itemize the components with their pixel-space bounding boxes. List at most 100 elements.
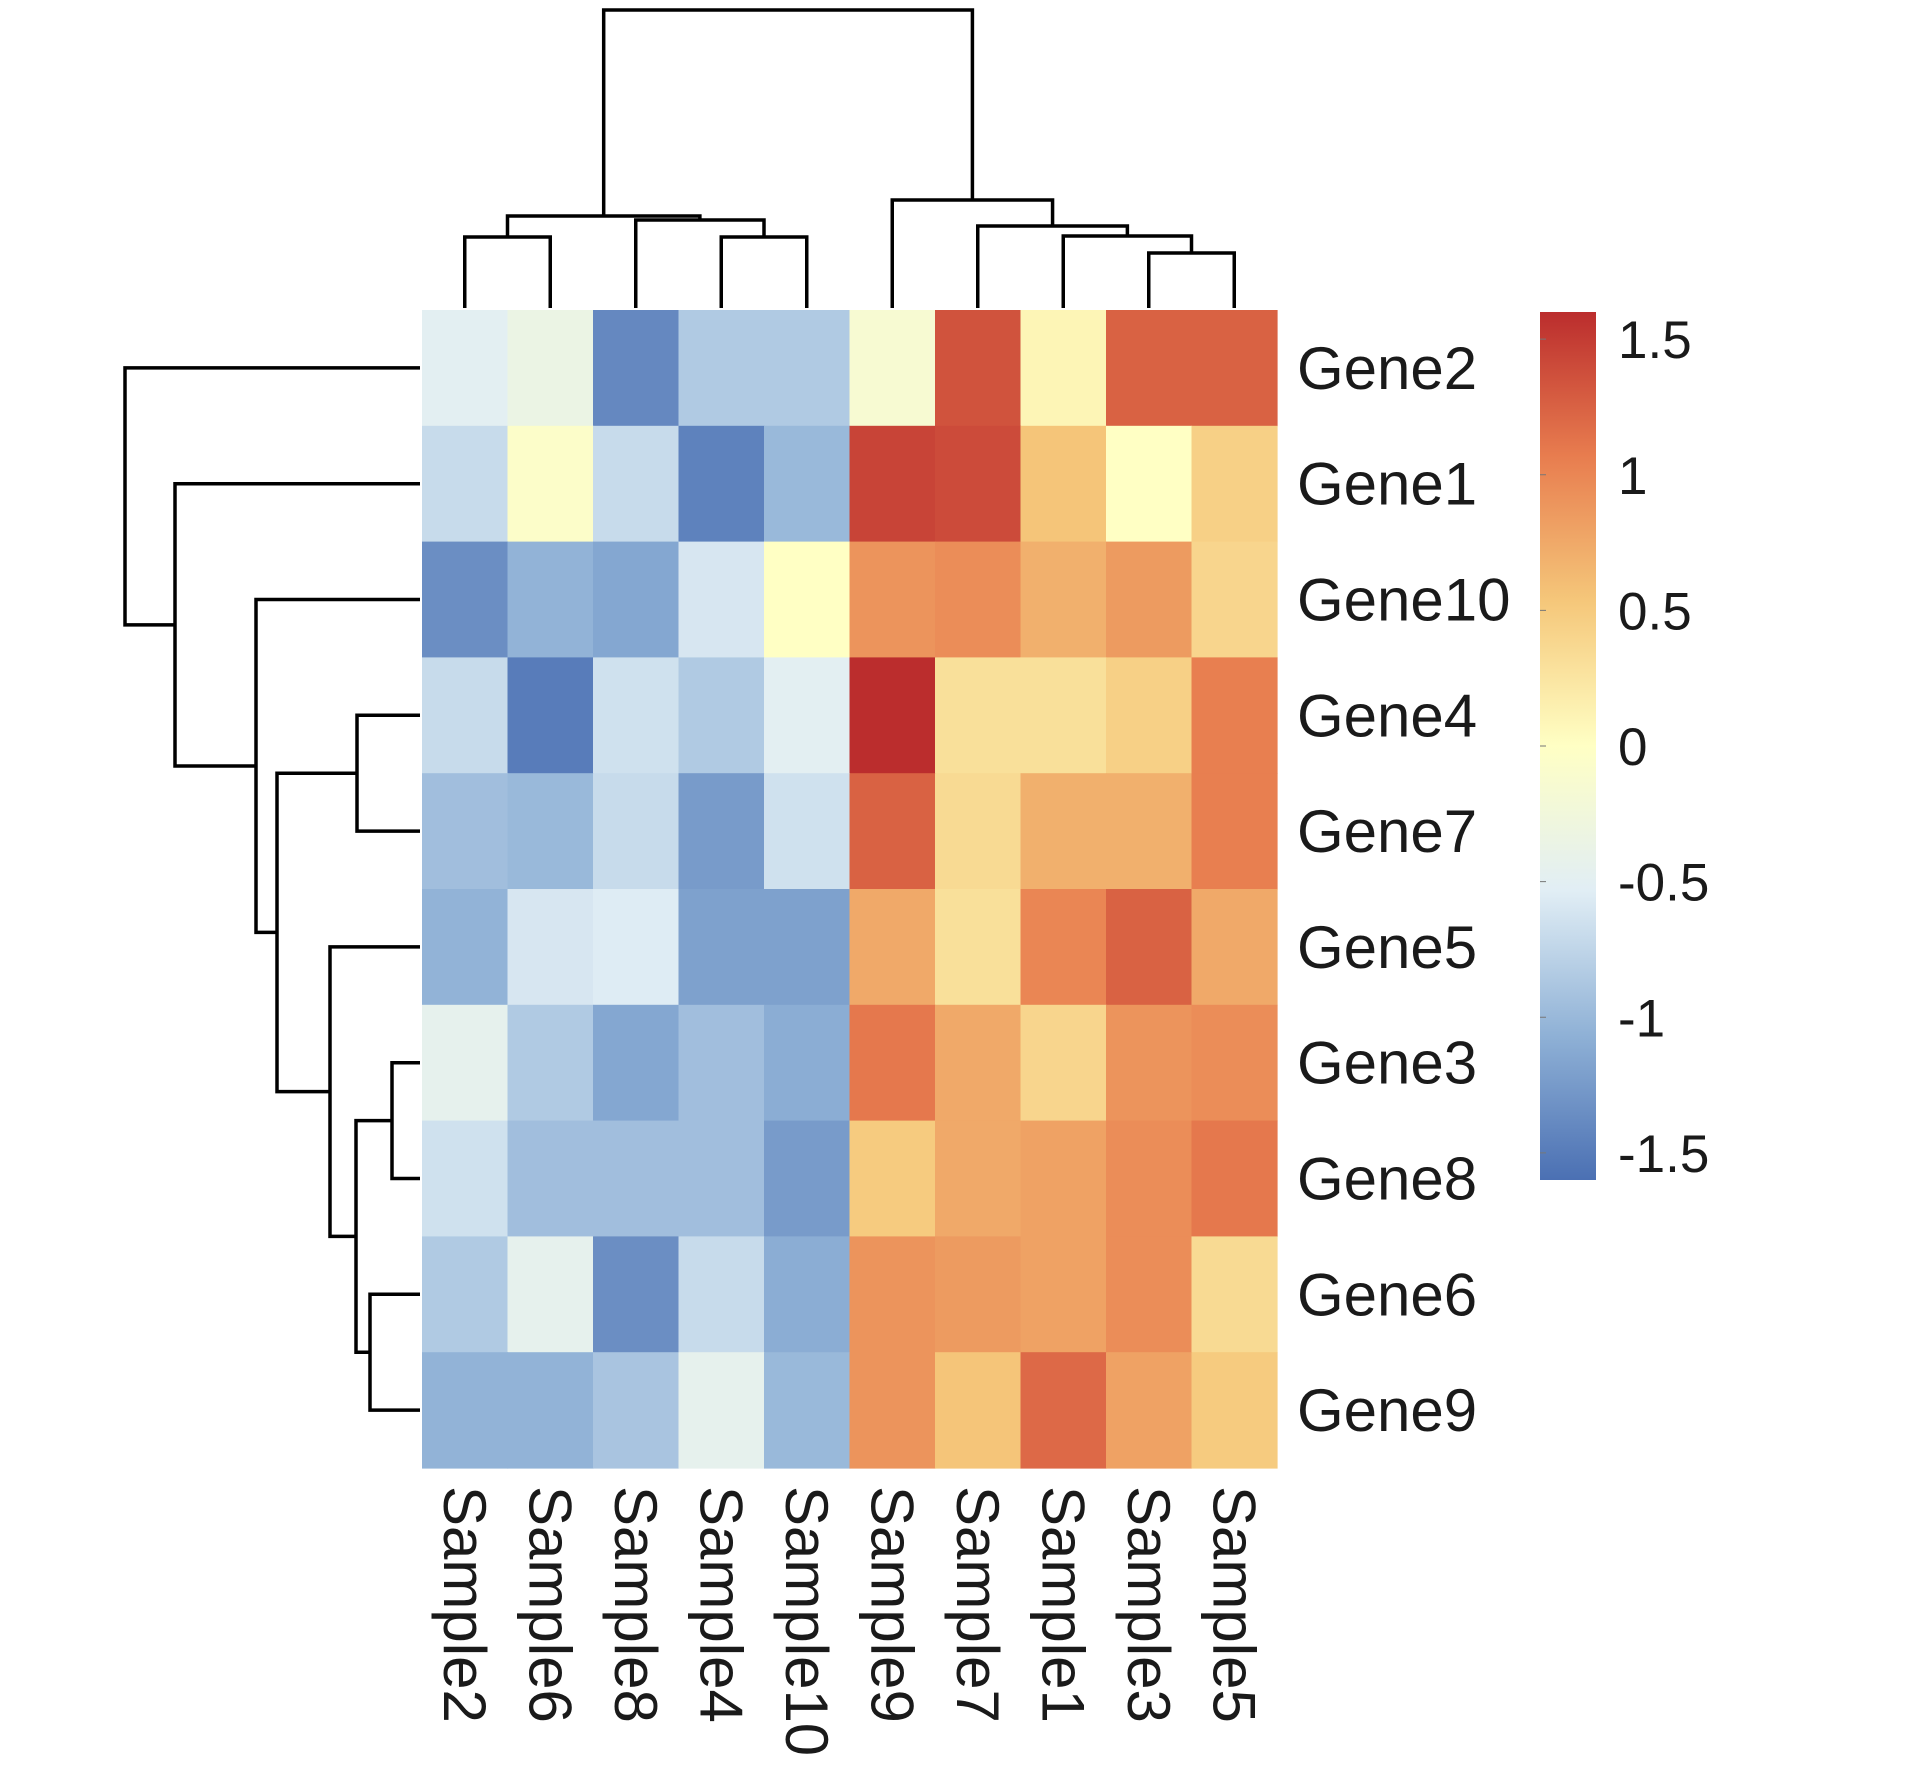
row-dendrogram-branch [368,1292,420,1412]
heatmap-cell-gene3-sample10 [764,1004,851,1122]
column-label-sample9: Sample9 [858,1486,925,1723]
heatmap-cell-gene4-sample4 [678,657,765,774]
heatmap-cell-gene6-sample4 [678,1236,765,1353]
heatmap-cell-gene5-sample5 [1191,889,1278,1006]
heatmap-cell-gene1-sample8 [593,425,680,543]
heatmap-cell-gene5-sample10 [764,889,851,1006]
column-dendrogram-branch [719,235,809,308]
heatmap-cell-gene5-sample1 [1020,889,1107,1006]
heatmap-cell-gene5-sample8 [593,889,680,1006]
heatmap-cell-gene8-sample3 [1106,1120,1193,1237]
heatmap-cell-gene6-sample8 [593,1236,680,1353]
heatmap-cell-gene7-sample8 [593,773,680,890]
heatmap-cell-gene1-sample7 [935,425,1022,543]
heatmap-cell-gene1-sample4 [678,425,765,543]
heatmap-cell-gene9-sample2 [422,1352,509,1469]
heatmap-cell-gene7-sample10 [764,773,851,890]
heatmap-cell-gene6-sample3 [1106,1236,1193,1353]
row-dendrogram-branch [354,1118,392,1354]
heatmap-cell-gene7-sample7 [935,773,1022,890]
heatmap-cell-gene4-sample6 [507,657,594,774]
heatmap-cell-gene3-sample7 [935,1004,1022,1122]
heatmap-cell-gene8-sample5 [1191,1120,1278,1237]
heatmap-cell-gene10-sample2 [422,541,509,658]
heatmap-cell-gene3-sample5 [1191,1004,1278,1122]
heatmap-cell-gene1-sample10 [764,425,851,543]
heatmap-cell-gene9-sample6 [507,1352,594,1469]
row-label-gene5: Gene5 [1297,914,1477,981]
heatmap-cell-gene7-sample6 [507,773,594,890]
heatmap-cell-gene8-sample2 [422,1120,509,1237]
color-legend-bar [1540,312,1596,1180]
heatmap-cell-gene6-sample5 [1191,1236,1278,1353]
heatmap-cell-gene9-sample1 [1020,1352,1107,1469]
heatmap-cells [422,310,1278,1469]
heatmap-cell-gene7-sample5 [1191,773,1278,890]
heatmap-cell-gene1-sample2 [422,425,509,543]
heatmap-cell-gene2-sample7 [935,310,1022,427]
heatmap-cell-gene1-sample1 [1020,425,1107,543]
color-legend-label: -1.5 [1618,1125,1709,1184]
heatmap-cell-gene1-sample9 [849,425,936,543]
heatmap-cell-gene4-sample5 [1191,657,1278,774]
heatmap-cell-gene8-sample1 [1020,1120,1107,1237]
heatmap-cell-gene7-sample3 [1106,773,1193,890]
heatmap-cell-gene6-sample7 [935,1236,1022,1353]
heatmap-cell-gene9-sample7 [935,1352,1022,1469]
heatmap-cell-gene6-sample6 [507,1236,594,1353]
color-legend: 1.5 1 0.5 0 -0.5 -1 -1.5 [1540,311,1709,1184]
column-labels: Sample2 Sample6 Sample8 Sample4 Sample10 Samp… [431,1486,1268,1756]
color-legend-label: 0.5 [1618,582,1692,641]
color-legend-label: -1 [1618,989,1665,1048]
column-label-sample3: Sample3 [1115,1486,1182,1723]
heatmap-cell-gene8-sample9 [849,1120,936,1237]
heatmap-cell-gene2-sample8 [593,310,680,427]
heatmap-cell-gene5-sample9 [849,889,936,1006]
color-legend-label: -0.5 [1618,854,1709,913]
heatmap-cell-gene10-sample8 [593,541,680,658]
heatmap-cell-gene1-sample5 [1191,425,1278,543]
row-dendrogram-branch [123,366,420,627]
row-labels: Gene2 Gene1 Gene10 Gene4 Gene7 Gene5 Gene3 Gene… [1297,335,1511,1444]
heatmap-cell-gene4-sample8 [593,657,680,774]
heatmap-cell-gene9-sample10 [764,1352,851,1469]
column-dendrogram-branch [976,224,1130,308]
heatmap-cell-gene5-sample7 [935,889,1022,1006]
row-label-gene4: Gene4 [1297,682,1477,749]
heatmap-cell-gene5-sample3 [1106,889,1193,1006]
column-label-sample1: Sample1 [1029,1486,1096,1723]
column-dendrogram-branch [1147,251,1236,308]
heatmap-cell-gene4-sample1 [1020,657,1107,774]
column-dendrogram-branch [890,198,1055,308]
heatmap-cell-gene3-sample8 [593,1004,680,1122]
column-dendrogram-branch [1061,234,1194,308]
heatmap-cell-gene1-sample3 [1106,425,1193,543]
heatmap-cell-gene10-sample7 [935,541,1022,658]
row-label-gene2: Gene2 [1297,335,1477,402]
heatmap-cell-gene2-sample3 [1106,310,1193,427]
row-label-gene6: Gene6 [1297,1261,1477,1328]
heatmap-cell-gene10-sample1 [1020,541,1107,658]
heatmap-cell-gene8-sample8 [593,1120,680,1237]
column-dendrogram-branch [463,235,552,308]
heatmap-cell-gene2-sample5 [1191,310,1278,427]
column-label-sample10: Sample10 [773,1486,840,1756]
row-dendrogram-branch [173,481,420,768]
column-dendrogram [463,8,1236,308]
heatmap-cell-gene10-sample5 [1191,541,1278,658]
heatmap-cell-gene7-sample9 [849,773,936,890]
row-label-gene10: Gene10 [1297,567,1511,634]
heatmap-cell-gene2-sample2 [422,310,509,427]
heatmap-cell-gene9-sample5 [1191,1352,1278,1469]
column-label-sample7: Sample7 [944,1486,1011,1723]
heatmap-cell-gene3-sample6 [507,1004,594,1122]
column-dendrogram-branch [601,8,975,216]
heatmap-cell-gene10-sample4 [678,541,765,658]
heatmap-cell-gene5-sample6 [507,889,594,1006]
heatmap-cell-gene9-sample4 [678,1352,765,1469]
heatmap-cell-gene5-sample2 [422,889,509,1006]
heatmap-cell-gene10-sample6 [507,541,594,658]
heatmap-cell-gene3-sample2 [422,1004,509,1122]
row-label-gene3: Gene3 [1297,1030,1477,1097]
